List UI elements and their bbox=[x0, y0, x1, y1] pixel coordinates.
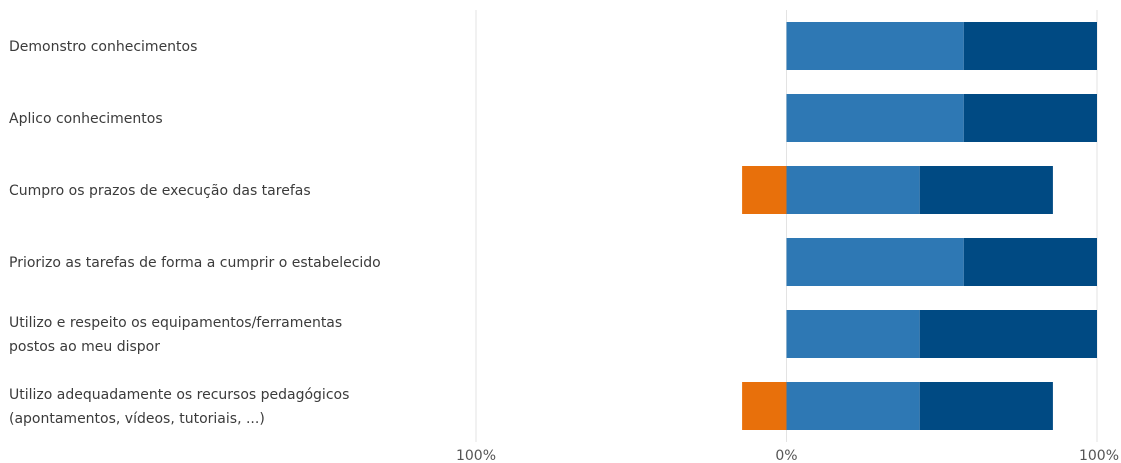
bar-group bbox=[742, 22, 1097, 430]
gridlines bbox=[475, 10, 1098, 442]
category-label-4-line1: postos ao meu dispor bbox=[9, 339, 160, 355]
bar-row5-series0 bbox=[742, 382, 787, 430]
category-label-5-line0: Utilizo adequadamente os recursos pedagó… bbox=[9, 387, 349, 403]
bar-row4-series2 bbox=[919, 310, 1097, 358]
bar-row3-series1 bbox=[786, 238, 964, 286]
category-label-0-line0: Demonstro conhecimentos bbox=[9, 39, 197, 55]
bar-row3-series2 bbox=[963, 238, 1097, 286]
bar-row2-series0 bbox=[742, 166, 787, 214]
tick-label-1: 0% bbox=[775, 448, 797, 463]
category-labels: Demonstro conhecimentos Aplico conhecimen… bbox=[9, 39, 381, 427]
bar-row5-series1 bbox=[786, 382, 920, 430]
category-label-5-line1: (apontamentos, vídeos, tutoriais, ...) bbox=[9, 411, 265, 427]
tick-label-0: 100% bbox=[456, 448, 496, 463]
bar-row2-series2 bbox=[919, 166, 1053, 214]
category-label-4-line0: Utilizo e respeito os equipamentos/ferra… bbox=[9, 315, 342, 331]
bar-row1-series2 bbox=[963, 94, 1097, 142]
bar-row4-series1 bbox=[786, 310, 920, 358]
category-label-1-line0: Aplico conhecimentos bbox=[9, 111, 163, 127]
bar-row5-series2 bbox=[919, 382, 1053, 430]
category-label-2-line0: Cumpro os prazos de execução das tarefas bbox=[9, 183, 311, 199]
bar-row1-series1 bbox=[786, 94, 964, 142]
tick-label-2: 100% bbox=[1079, 448, 1119, 463]
bar-row0-series1 bbox=[786, 22, 964, 70]
bar-row0-series2 bbox=[963, 22, 1097, 70]
category-label-3-line0: Priorizo as tarefas de forma a cumprir o… bbox=[9, 255, 381, 271]
axis-tick-labels: 100% 0% 100% bbox=[456, 448, 1119, 463]
bar-row2-series1 bbox=[786, 166, 920, 214]
